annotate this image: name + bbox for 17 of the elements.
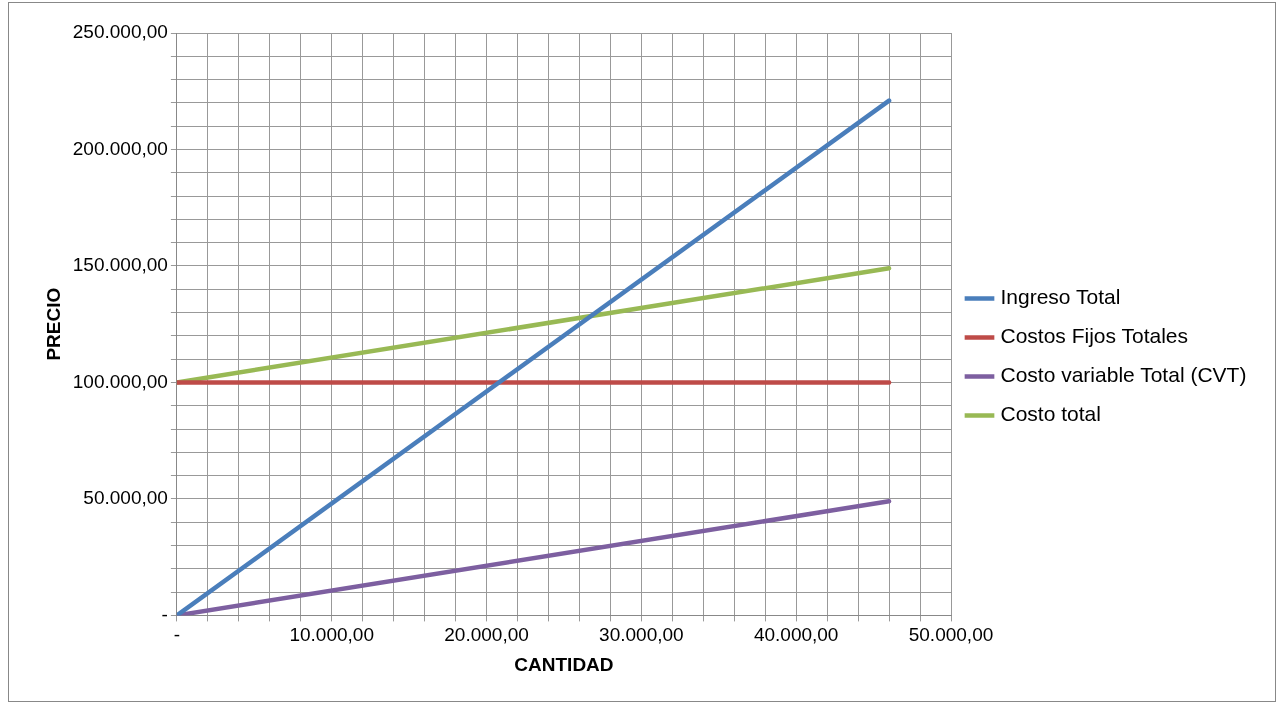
y-tick-label: 50.000,00 bbox=[83, 487, 168, 509]
y-tick-label: 250.000,00 bbox=[72, 21, 168, 43]
x-tick-label: 40.000,00 bbox=[753, 624, 839, 646]
x-tick-label: 50.000,00 bbox=[908, 624, 994, 646]
y-tick-label: 100.000,00 bbox=[72, 370, 168, 392]
y-tick-label: - bbox=[161, 603, 168, 625]
y-tick-label: 150.000,00 bbox=[72, 254, 168, 276]
legend-label: Costos Fijos Totales bbox=[1000, 324, 1189, 348]
y-axis-title: PRECIO bbox=[42, 287, 64, 361]
y-tick-label: 200.000,00 bbox=[72, 137, 168, 159]
x-tick-label: 30.000,00 bbox=[599, 624, 684, 646]
x-tick-label: 20.000,00 bbox=[444, 624, 529, 646]
legend-label: Costo variable Total (CVT) bbox=[1000, 363, 1247, 387]
legend-label: Ingreso Total bbox=[1000, 285, 1121, 309]
x-axis-title: CANTIDAD bbox=[514, 653, 614, 675]
x-tick-label: 10.000,00 bbox=[289, 624, 374, 646]
legend-label: Costo total bbox=[1000, 402, 1101, 426]
